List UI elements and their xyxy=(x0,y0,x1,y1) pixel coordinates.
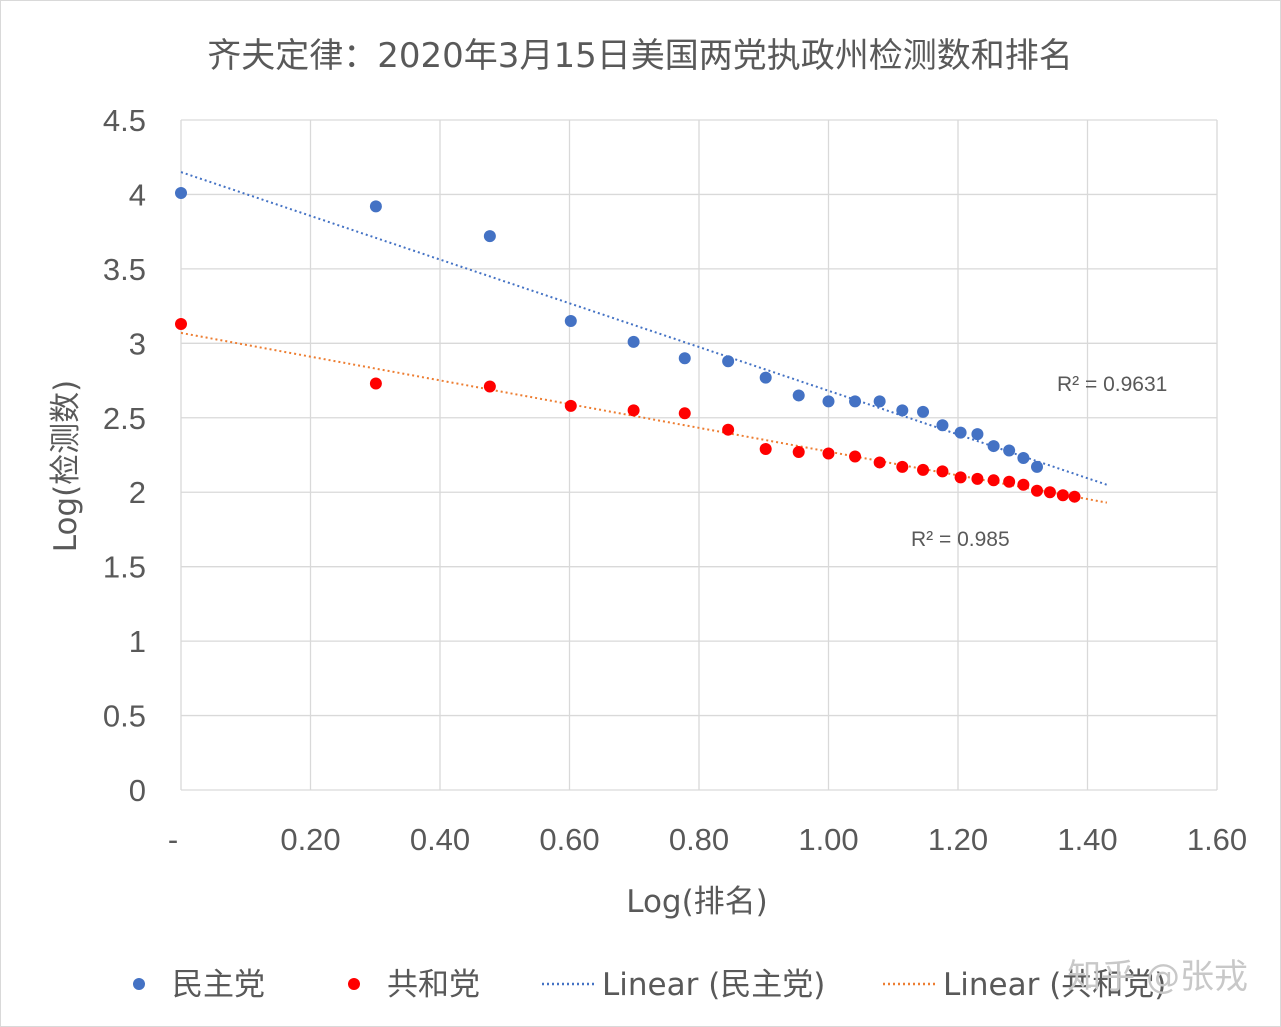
point-democrat xyxy=(678,352,691,365)
point-democrat xyxy=(627,335,640,348)
point-democrat xyxy=(369,200,382,213)
x-axis-ticks: - 0.20 0.40 0.60 0.80 1.00 1.20 1.40 1.60 xyxy=(168,822,1247,857)
legend-marker-republican xyxy=(348,978,360,990)
point-democrat xyxy=(792,389,805,402)
point-republican xyxy=(1068,490,1081,503)
point-democrat xyxy=(849,395,862,408)
gridlines xyxy=(180,119,1218,791)
point-democrat xyxy=(759,371,772,384)
legend-label-democrat: 民主党 xyxy=(172,967,265,1003)
point-republican xyxy=(936,465,949,478)
legend-label-republican-trend: Linear (共和党) xyxy=(943,967,1166,1003)
point-democrat xyxy=(483,230,496,243)
point-democrat xyxy=(175,186,187,199)
x-tick-label: 1.00 xyxy=(798,822,858,857)
x-tick-label: 0.20 xyxy=(280,822,340,857)
legend-label-republican: 共和党 xyxy=(387,967,480,1003)
point-democrat xyxy=(822,395,835,408)
data-points xyxy=(175,186,1081,503)
y-tick-label: 3 xyxy=(129,326,146,361)
y-tick-label: 4 xyxy=(129,177,146,212)
point-republican xyxy=(369,377,382,390)
point-republican xyxy=(954,471,967,484)
point-democrat xyxy=(1017,451,1030,464)
x-tick-label: 0.60 xyxy=(539,822,599,857)
point-democrat xyxy=(971,428,984,441)
legend-marker-democrat xyxy=(133,978,145,990)
point-republican xyxy=(1056,489,1069,502)
point-republican xyxy=(678,407,691,420)
point-republican xyxy=(627,404,640,417)
x-tick-label: 1.60 xyxy=(1187,822,1247,857)
watermark: 知乎 @张戎 xyxy=(1067,957,1248,997)
x-tick-label: - xyxy=(168,822,178,857)
trendline-democrat xyxy=(180,171,1108,486)
x-tick-label: 1.20 xyxy=(928,822,988,857)
y-tick-label: 3.5 xyxy=(103,252,146,287)
x-tick-label: 1.40 xyxy=(1057,822,1117,857)
point-democrat xyxy=(722,355,735,368)
x-axis-title: Log(排名) xyxy=(626,884,768,920)
y-tick-label: 0.5 xyxy=(103,699,146,734)
y-tick-label: 2.5 xyxy=(103,401,146,436)
point-republican xyxy=(792,446,805,459)
y-axis-ticks: 0 0.5 1 1.5 2 2.5 3 3.5 4 4.5 xyxy=(103,103,146,808)
point-republican xyxy=(1043,486,1056,499)
point-republican xyxy=(759,443,772,456)
point-republican xyxy=(564,399,577,412)
y-tick-label: 1.5 xyxy=(103,550,146,585)
point-republican xyxy=(1030,484,1043,497)
point-republican xyxy=(722,423,735,436)
trendlines xyxy=(180,171,1108,504)
point-republican xyxy=(917,463,930,476)
y-tick-label: 0 xyxy=(129,773,146,808)
x-tick-label: 0.80 xyxy=(669,822,729,857)
point-republican xyxy=(896,460,909,473)
chart-title: 齐夫定律：2020年3月15日美国两党执政州检测数和排名 xyxy=(207,36,1072,76)
y-axis-title: Log(检测数) xyxy=(48,380,84,553)
point-republican xyxy=(987,474,1000,487)
point-democrat xyxy=(896,404,909,417)
r2-label-republican: R² = 0.985 xyxy=(911,528,1010,551)
y-tick-label: 4.5 xyxy=(103,103,146,138)
y-tick-label: 1 xyxy=(129,624,146,659)
point-democrat xyxy=(873,395,886,408)
trendline-republican xyxy=(180,331,1108,504)
point-democrat xyxy=(987,440,1000,453)
point-democrat xyxy=(564,315,577,327)
point-republican xyxy=(483,380,496,393)
x-tick-label: 0.40 xyxy=(410,822,470,857)
y-tick-label: 2 xyxy=(129,475,146,510)
point-republican xyxy=(971,472,984,485)
point-democrat xyxy=(917,405,930,418)
point-republican xyxy=(175,317,187,330)
point-republican xyxy=(849,450,862,463)
point-democrat xyxy=(936,419,949,432)
point-democrat xyxy=(1003,444,1016,457)
point-republican xyxy=(873,456,886,469)
r2-label-democrat: R² = 0.9631 xyxy=(1057,373,1167,396)
point-republican xyxy=(1003,475,1016,488)
legend: 民主党 共和党 Linear (民主党) Linear (共和党) xyxy=(133,967,1166,1003)
point-republican xyxy=(822,447,835,460)
point-democrat xyxy=(1030,460,1043,473)
point-republican xyxy=(1017,478,1030,491)
legend-label-democrat-trend: Linear (民主党) xyxy=(602,967,825,1003)
point-democrat xyxy=(954,426,967,439)
